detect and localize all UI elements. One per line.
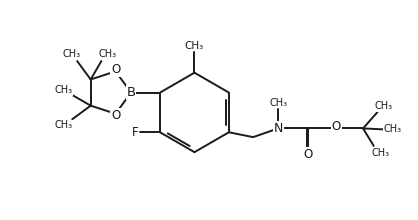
Text: CH₃: CH₃ [383, 124, 401, 134]
Text: O: O [111, 109, 120, 122]
Text: CH₃: CH₃ [54, 120, 73, 130]
Text: B: B [126, 86, 135, 99]
Text: CH₃: CH₃ [185, 40, 204, 51]
Text: N: N [274, 122, 283, 135]
Text: CH₃: CH₃ [62, 49, 80, 59]
Text: O: O [304, 148, 313, 161]
Text: F: F [132, 126, 139, 139]
Text: CH₃: CH₃ [372, 148, 390, 158]
Text: CH₃: CH₃ [375, 101, 393, 111]
Text: CH₃: CH₃ [54, 85, 73, 95]
Text: O: O [111, 63, 120, 76]
Text: O: O [332, 121, 341, 134]
Text: CH₃: CH₃ [269, 98, 287, 108]
Text: CH₃: CH₃ [99, 49, 117, 59]
